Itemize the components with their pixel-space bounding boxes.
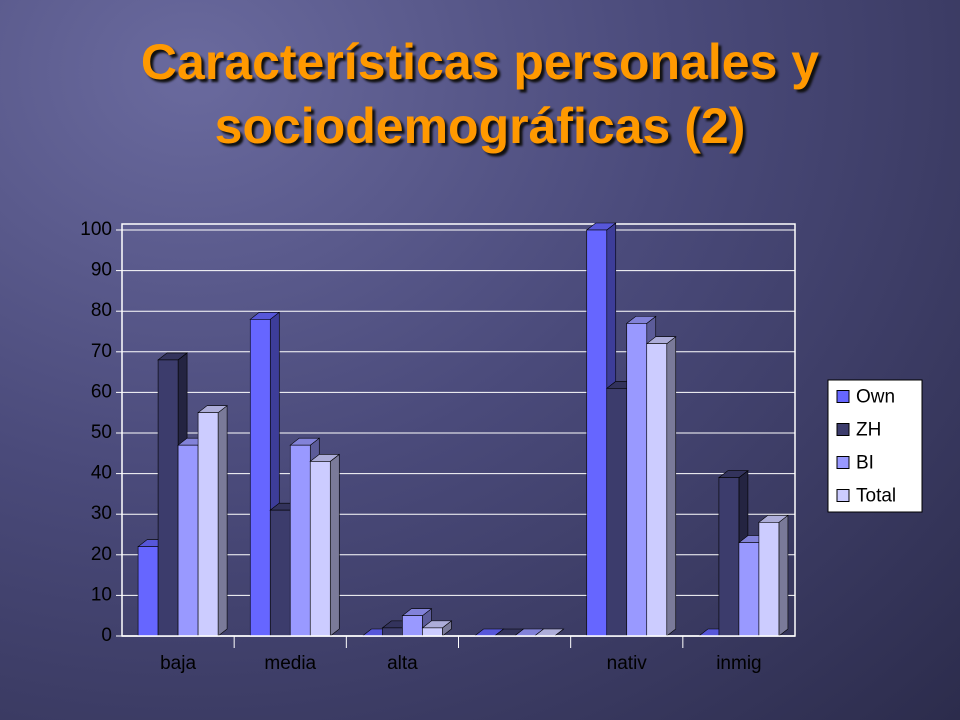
legend-swatch (836, 423, 850, 436)
bar (249, 319, 271, 637)
bar (382, 627, 403, 637)
x-tick-label: baja (160, 653, 196, 674)
bar-side (217, 405, 228, 637)
x-tick-label: alta (387, 653, 418, 674)
legend-swatch (836, 456, 850, 469)
bar (197, 412, 219, 637)
bar (718, 477, 740, 637)
y-tick-label: 50 (91, 422, 112, 443)
x-tick-label: inmig (716, 653, 761, 674)
x-tick-label: media (264, 653, 316, 674)
y-tick-label: 70 (91, 341, 112, 362)
y-tick-label: 100 (80, 219, 112, 240)
bar (626, 323, 648, 637)
bar (157, 359, 179, 637)
bar (309, 461, 331, 637)
legend-swatch (836, 390, 850, 403)
legend-label: Own (856, 387, 895, 408)
bar-side (778, 514, 789, 637)
y-tick-label: 60 (91, 381, 112, 402)
y-tick-label: 10 (91, 584, 112, 605)
legend-label: Total (856, 486, 896, 507)
legend-label: BI (856, 453, 874, 474)
x-tick-label: nativ (607, 653, 648, 674)
bar (586, 229, 608, 637)
bar (758, 522, 780, 637)
bar (177, 444, 199, 637)
bar (137, 546, 159, 637)
bar-side (666, 336, 677, 637)
bar (402, 615, 423, 637)
chart-title: Características personales y sociodemogr… (140, 34, 820, 154)
y-tick-label: 80 (91, 300, 112, 321)
y-tick-label: 20 (91, 544, 112, 565)
bar (422, 627, 443, 637)
legend-label: ZH (856, 420, 881, 441)
bar (606, 388, 628, 637)
y-tick-label: 40 (91, 463, 112, 484)
y-tick-label: 0 (101, 625, 112, 646)
bar-side (329, 453, 340, 637)
legend-swatch (836, 489, 850, 502)
bar (646, 343, 668, 637)
bar (269, 509, 291, 637)
bar (289, 444, 311, 637)
bar (738, 542, 760, 637)
y-tick-label: 30 (91, 503, 112, 524)
y-tick-label: 90 (91, 260, 112, 281)
